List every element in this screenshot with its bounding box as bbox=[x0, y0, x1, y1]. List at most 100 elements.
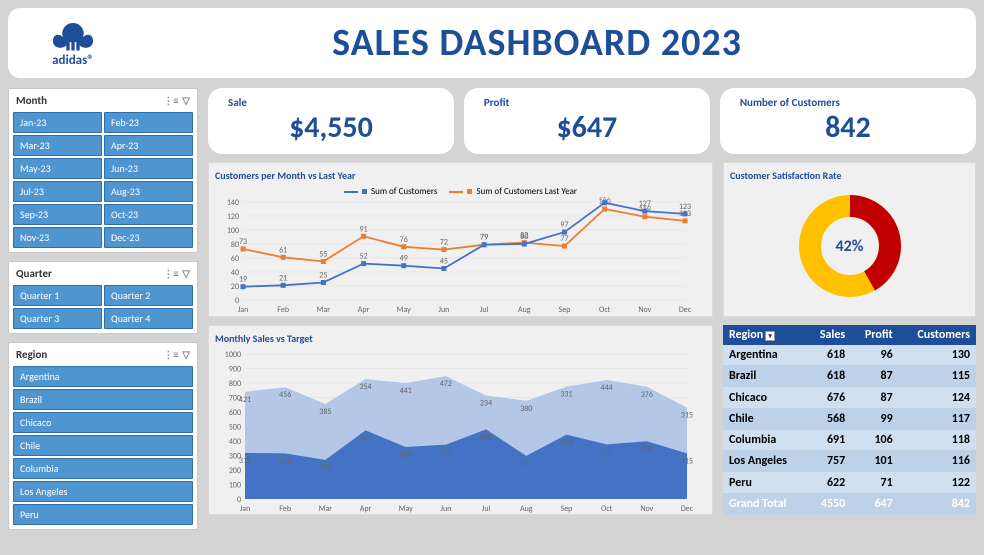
svg-text:354: 354 bbox=[359, 382, 371, 392]
satisfaction-chart: Customer Satisfaction Rate 42% bbox=[723, 162, 976, 317]
svg-text:100: 100 bbox=[229, 481, 241, 491]
kpi-profit-label: Profit bbox=[484, 96, 690, 109]
kpi-customers: Number of Customers 842 bbox=[720, 88, 976, 154]
sales-chart-title: Monthly Sales vs Target bbox=[215, 332, 706, 345]
svg-text:600: 600 bbox=[229, 408, 241, 418]
svg-text:52: 52 bbox=[359, 252, 367, 262]
slicer-item[interactable]: Jan-23 bbox=[13, 112, 102, 133]
slicer-item[interactable]: Mar-23 bbox=[13, 135, 102, 156]
slicer-item[interactable]: Jun-23 bbox=[104, 158, 193, 179]
svg-text:100: 100 bbox=[227, 226, 239, 236]
svg-text:Mar: Mar bbox=[317, 305, 331, 315]
table-header[interactable]: Profit bbox=[851, 325, 899, 345]
svg-text:45: 45 bbox=[440, 257, 448, 267]
slicer-item[interactable]: Apr-23 bbox=[104, 135, 193, 156]
slicer-region[interactable]: Region ⋮≡ ▽ ArgentinaBrazilChicacoChileC… bbox=[8, 342, 198, 530]
slicer-item[interactable]: May-23 bbox=[13, 158, 102, 179]
svg-text:456: 456 bbox=[279, 390, 291, 400]
slicer-item[interactable]: Aug-23 bbox=[104, 181, 193, 202]
svg-text:May: May bbox=[397, 305, 412, 315]
header-bar: adidas® SALES DASHBOARD 2023 bbox=[8, 8, 976, 78]
svg-text:398: 398 bbox=[641, 444, 653, 454]
slicer-quarter[interactable]: Quarter ⋮≡ ▽ Quarter 1Quarter 2Quarter 3… bbox=[8, 261, 198, 334]
svg-text:Feb: Feb bbox=[279, 504, 291, 514]
sales-area-svg: 01002003004005006007008009001000JanFebMa… bbox=[215, 349, 695, 514]
slicer-item[interactable]: Quarter 3 bbox=[13, 308, 102, 329]
slicer-item[interactable]: Chile bbox=[13, 435, 193, 456]
slicer-item[interactable]: Sep-23 bbox=[13, 204, 102, 225]
svg-text:Jan: Jan bbox=[238, 305, 249, 315]
slicer-item[interactable]: Los Angeles bbox=[13, 481, 193, 502]
svg-text:900: 900 bbox=[229, 365, 241, 375]
adidas-trefoil-icon bbox=[48, 18, 98, 53]
clear-filter-icon[interactable]: ▽ bbox=[182, 94, 190, 107]
svg-text:297: 297 bbox=[520, 459, 532, 469]
svg-text:Jan: Jan bbox=[240, 504, 251, 514]
multiselect-icon[interactable]: ⋮≡ bbox=[163, 348, 178, 361]
slicer-item[interactable]: Chicaco bbox=[13, 412, 193, 433]
svg-text:376: 376 bbox=[641, 390, 653, 400]
slicer-item[interactable]: Feb-23 bbox=[104, 112, 193, 133]
slicer-item[interactable]: Peru bbox=[13, 504, 193, 525]
svg-text:21: 21 bbox=[279, 273, 287, 283]
slicer-item[interactable]: Columbia bbox=[13, 458, 193, 479]
svg-text:421: 421 bbox=[239, 395, 251, 405]
kpi-sale-value: $4,550 bbox=[228, 109, 434, 146]
clear-filter-icon[interactable]: ▽ bbox=[182, 348, 190, 361]
svg-text:800: 800 bbox=[229, 379, 241, 389]
svg-text:76: 76 bbox=[400, 235, 408, 245]
table-header[interactable]: Sales bbox=[807, 325, 852, 345]
table-header[interactable]: Region▾ bbox=[723, 325, 807, 345]
slicer-month-label: Month bbox=[16, 94, 47, 107]
slicer-item[interactable]: Quarter 4 bbox=[104, 308, 193, 329]
svg-text:441: 441 bbox=[400, 386, 412, 396]
svg-text:Mar: Mar bbox=[319, 504, 333, 514]
svg-text:Aug: Aug bbox=[518, 305, 531, 315]
multiselect-icon[interactable]: ⋮≡ bbox=[163, 94, 178, 107]
svg-text:May: May bbox=[399, 504, 414, 514]
svg-text:270: 270 bbox=[319, 463, 331, 473]
svg-text:Dec: Dec bbox=[681, 504, 694, 514]
svg-text:500: 500 bbox=[229, 423, 241, 433]
svg-text:Jun: Jun bbox=[440, 504, 451, 514]
kpi-sale: Sale $4,550 bbox=[208, 88, 454, 154]
svg-text:444: 444 bbox=[601, 383, 613, 393]
grand-total-row: Grand Total4550647842 bbox=[723, 493, 976, 514]
slicer-item[interactable]: Quarter 1 bbox=[13, 285, 102, 306]
svg-text:Aug: Aug bbox=[520, 504, 533, 514]
clear-filter-icon[interactable]: ▽ bbox=[182, 267, 190, 280]
svg-text:315: 315 bbox=[681, 411, 693, 421]
customers-chart: Customers per Month vs Last Year Sum of … bbox=[208, 162, 713, 317]
kpi-customers-value: 842 bbox=[740, 109, 956, 146]
slicer-item[interactable]: Dec-23 bbox=[104, 227, 193, 248]
svg-text:377: 377 bbox=[601, 447, 613, 457]
slicer-item[interactable]: Nov-23 bbox=[13, 227, 102, 248]
table-header[interactable]: Customers bbox=[899, 325, 976, 345]
svg-text:79: 79 bbox=[480, 233, 488, 243]
svg-text:Dec: Dec bbox=[679, 305, 692, 315]
svg-text:140: 140 bbox=[227, 198, 239, 208]
svg-text:60: 60 bbox=[231, 254, 239, 264]
multiselect-icon[interactable]: ⋮≡ bbox=[163, 267, 178, 280]
table-row: Chicaco67687124 bbox=[723, 387, 976, 408]
kpi-profit-value: $647 bbox=[484, 109, 690, 146]
svg-text:Jul: Jul bbox=[482, 504, 491, 514]
dropdown-icon[interactable]: ▾ bbox=[765, 331, 775, 341]
slicer-item[interactable]: Quarter 2 bbox=[104, 285, 193, 306]
svg-text:80: 80 bbox=[520, 232, 528, 242]
svg-text:Nov: Nov bbox=[640, 504, 653, 514]
svg-text:80: 80 bbox=[231, 240, 239, 250]
customers-chart-legend: Sum of Customers Sum of Customers Last Y… bbox=[215, 186, 706, 197]
table-row: Argentina61896130 bbox=[723, 345, 976, 366]
svg-text:25: 25 bbox=[319, 271, 327, 281]
svg-text:234: 234 bbox=[480, 398, 492, 408]
svg-text:19: 19 bbox=[239, 275, 247, 285]
slicer-item[interactable]: Brazil bbox=[13, 389, 193, 410]
slicer-item[interactable]: Jul-23 bbox=[13, 181, 102, 202]
svg-text:315: 315 bbox=[681, 456, 693, 466]
table-row: Peru62271122 bbox=[723, 472, 976, 493]
slicer-item[interactable]: Argentina bbox=[13, 366, 193, 387]
slicer-item[interactable]: Oct-23 bbox=[104, 204, 193, 225]
slicer-month[interactable]: Month ⋮≡ ▽ Jan-23Feb-23Mar-23Apr-23May-2… bbox=[8, 88, 198, 253]
svg-text:Sep: Sep bbox=[561, 504, 573, 514]
